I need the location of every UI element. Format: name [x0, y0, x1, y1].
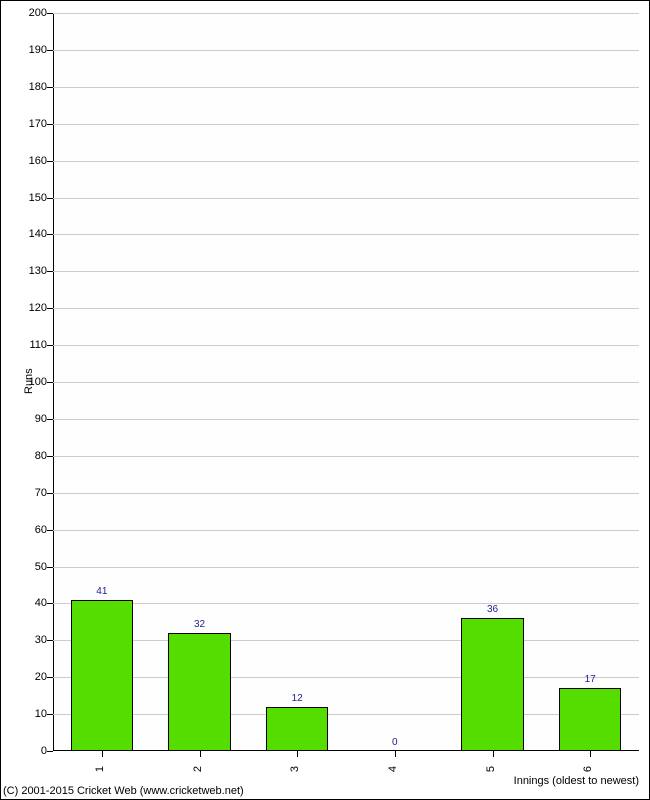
y-tick	[47, 198, 53, 199]
y-tick-label: 180	[29, 81, 47, 93]
bar	[71, 600, 134, 751]
y-tick	[47, 50, 53, 51]
gridline	[53, 493, 639, 494]
y-tick	[47, 161, 53, 162]
y-tick-label: 120	[29, 302, 47, 314]
chart-container: Runs Innings (oldest to newest) (C) 2001…	[0, 0, 650, 800]
y-tick	[47, 640, 53, 641]
bar-value-label: 41	[96, 586, 107, 597]
gridline	[53, 714, 639, 715]
gridline	[53, 308, 639, 309]
y-tick	[47, 87, 53, 88]
y-tick-label: 110	[29, 339, 47, 351]
y-tick	[47, 308, 53, 309]
gridline	[53, 161, 639, 162]
y-tick-label: 40	[35, 597, 47, 609]
x-tick-label: 6	[582, 766, 594, 772]
x-tick	[493, 751, 494, 757]
y-tick	[47, 13, 53, 14]
x-axis-label: Innings (oldest to newest)	[514, 775, 639, 787]
y-tick-label: 80	[35, 450, 47, 462]
y-tick	[47, 567, 53, 568]
gridline	[53, 198, 639, 199]
x-tick	[590, 751, 591, 757]
gridline	[53, 87, 639, 88]
y-tick-label: 160	[29, 155, 47, 167]
y-tick-label: 20	[35, 671, 47, 683]
y-tick	[47, 419, 53, 420]
gridline	[53, 603, 639, 604]
gridline	[53, 456, 639, 457]
y-tick-label: 0	[41, 745, 47, 757]
y-tick	[47, 382, 53, 383]
gridline	[53, 271, 639, 272]
gridline	[53, 345, 639, 346]
bar-value-label: 12	[292, 693, 303, 704]
y-tick	[47, 493, 53, 494]
bar	[168, 633, 231, 751]
x-tick-label: 5	[485, 766, 497, 772]
x-axis-line	[53, 750, 639, 751]
y-tick	[47, 751, 53, 752]
gridline	[53, 13, 639, 14]
x-tick	[395, 751, 396, 757]
y-tick-label: 50	[35, 561, 47, 573]
y-tick-label: 200	[29, 7, 47, 19]
y-tick-label: 170	[29, 118, 47, 130]
gridline	[53, 640, 639, 641]
bar	[559, 688, 622, 751]
y-tick	[47, 271, 53, 272]
x-tick	[297, 751, 298, 757]
gridline	[53, 124, 639, 125]
x-tick	[200, 751, 201, 757]
y-tick-label: 90	[35, 413, 47, 425]
y-tick	[47, 603, 53, 604]
gridline	[53, 234, 639, 235]
y-tick-label: 70	[35, 487, 47, 499]
x-tick-label: 2	[192, 766, 204, 772]
y-tick-label: 150	[29, 192, 47, 204]
y-tick	[47, 456, 53, 457]
y-tick-label: 190	[29, 44, 47, 56]
bar	[461, 618, 524, 751]
gridline	[53, 677, 639, 678]
x-tick-label: 1	[94, 766, 106, 772]
gridline	[53, 567, 639, 568]
y-tick	[47, 530, 53, 531]
gridline	[53, 382, 639, 383]
y-tick-label: 130	[29, 265, 47, 277]
gridline	[53, 530, 639, 531]
y-tick-label: 30	[35, 634, 47, 646]
bar-value-label: 32	[194, 619, 205, 630]
x-tick	[102, 751, 103, 757]
gridline	[53, 50, 639, 51]
y-tick	[47, 234, 53, 235]
bar-value-label: 0	[392, 737, 398, 748]
y-tick	[47, 345, 53, 346]
bar-value-label: 17	[585, 674, 596, 685]
y-tick	[47, 677, 53, 678]
y-tick-label: 10	[35, 708, 47, 720]
y-tick-label: 100	[29, 376, 47, 388]
y-tick-label: 60	[35, 524, 47, 536]
plot-area	[53, 13, 639, 751]
copyright-text: (C) 2001-2015 Cricket Web (www.cricketwe…	[3, 785, 244, 797]
x-tick-label: 4	[387, 766, 399, 772]
x-tick-label: 3	[289, 766, 301, 772]
bar	[266, 707, 329, 751]
bar-value-label: 36	[487, 604, 498, 615]
y-tick	[47, 714, 53, 715]
y-tick	[47, 124, 53, 125]
gridline	[53, 419, 639, 420]
y-tick-label: 140	[29, 228, 47, 240]
